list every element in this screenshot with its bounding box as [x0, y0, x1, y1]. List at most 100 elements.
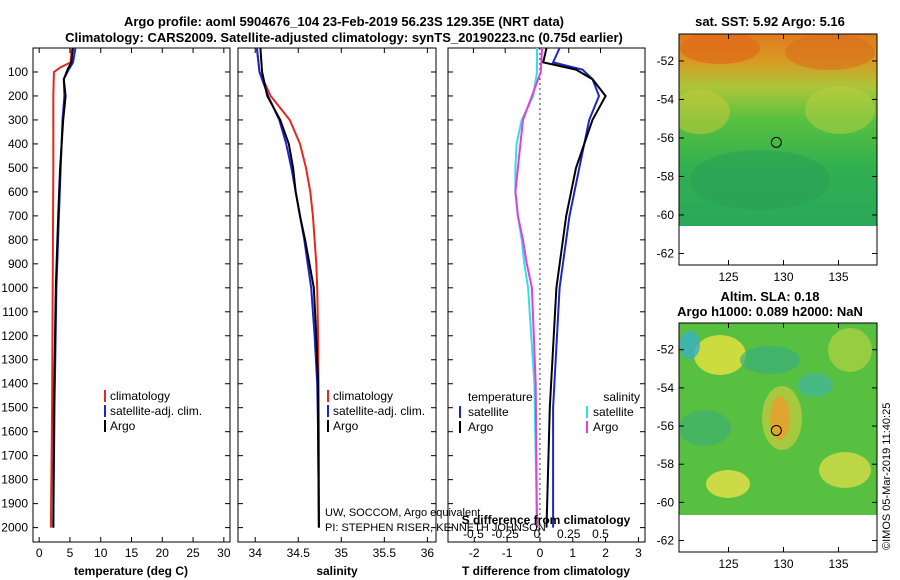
figure-title-line2: Climatology: CARS2009. Satellite-adjuste… — [65, 30, 623, 45]
depth-tick-label: 1900 — [1, 497, 28, 511]
attribution-line2: PI: STEPHEN RISER, KENNETH JOHNSON — [325, 522, 546, 534]
depth-tick-label: 1600 — [1, 425, 28, 439]
depth-tick-label: 1800 — [1, 473, 28, 487]
sla-map-title: Altim. SLA: 0.18 — [721, 289, 820, 304]
salinity-plot: 34 34.5 35 35.5 36 — [249, 48, 435, 560]
legend-label-t-satellite: satellite — [468, 405, 509, 419]
sst-mid-patch — [805, 86, 875, 134]
x-tick-label: 25 — [186, 546, 200, 560]
sla-low-patch — [740, 346, 800, 374]
legend-swatch-climatology — [104, 390, 106, 402]
temperature-xlabel: temperature (deg C) — [74, 564, 188, 578]
map-x-tick-label: 130 — [773, 557, 793, 571]
legend-swatch-climatology — [327, 390, 329, 402]
x-tick-label: 35 — [335, 546, 349, 560]
timestamp-watermark: ©IMOS 05-Mar-2019 11:40:25 — [881, 403, 893, 550]
legend-label-climatology: climatology — [333, 389, 393, 403]
depth-tick-label: 1500 — [1, 401, 28, 415]
depth-tick-label: 1000 — [1, 281, 28, 295]
sla-map-axes: 125 130 135 -52 -54 -56 -58 -60 -62 — [657, 323, 877, 571]
sla-mid-patch — [828, 328, 872, 372]
top-x-tick-label: -0.25 — [492, 527, 520, 541]
temperature-legend: climatology satellite-adj. clim. Argo — [104, 389, 202, 433]
map-y-tick-label: -54 — [657, 381, 675, 395]
sla-high-patch — [762, 386, 802, 450]
map-x-tick-label: 135 — [828, 270, 848, 284]
difference-xlabel: T difference from climatology — [462, 564, 630, 578]
legend-swatch-argo — [327, 420, 329, 432]
depth-tick-label: 1200 — [1, 329, 28, 343]
depth-tick-label: 1300 — [1, 353, 28, 367]
sla-high-patch — [694, 335, 746, 375]
map-x-tick-label: 125 — [718, 557, 738, 571]
argo-float-marker — [770, 424, 782, 436]
x-tick-label: 30 — [217, 546, 231, 560]
series-line-climatology — [255, 48, 320, 528]
difference-plot: -2 -1 0 1 2 3 -0.5 -0.25 0 0.25 0.5 — [463, 48, 642, 560]
x-tick-label: 34 — [249, 546, 263, 560]
x-tick-label: 1 — [569, 546, 576, 560]
salinity-panel-frame — [237, 47, 437, 543]
depth-tick-label: 100 — [8, 65, 28, 79]
map-y-tick-label: -54 — [657, 92, 675, 106]
map-y-tick-label: -52 — [657, 54, 675, 68]
depth-tick-label: 500 — [8, 161, 28, 175]
depth-axis: 100 200 300 400 500 600 700 800 900 1000 1100 1200 1… — [1, 65, 645, 535]
series-line-satellite-adj-clim- — [255, 48, 320, 528]
sst-map-axes: 125 130 135 -52 -54 -56 -58 -60 -62 — [657, 34, 877, 284]
series-line-s-argo — [514, 48, 544, 528]
x-tick-label: 2 — [602, 546, 609, 560]
top-x-tick-label: 0.25 — [557, 527, 581, 541]
sst-map-title: sat. SST: 5.92 Argo: 5.16 — [695, 14, 845, 29]
map-y-tick-label: -56 — [657, 131, 675, 145]
sla-high-patch — [706, 470, 750, 498]
difference-panel-frame — [447, 47, 646, 543]
depth-tick-label: 200 — [8, 89, 28, 103]
legend-swatch-s-satellite — [586, 406, 588, 418]
series-line-argo — [52, 48, 74, 528]
depth-tick-label: 300 — [8, 113, 28, 127]
legend-label-satellite: satellite-adj. clim. — [110, 404, 202, 418]
depth-tick-label: 2000 — [1, 521, 28, 535]
x-tick-label: 5 — [67, 546, 74, 560]
x-tick-label: 36 — [421, 546, 435, 560]
legend-swatch-t-argo — [459, 421, 461, 433]
legend-label-s-satellite: satellite — [593, 405, 634, 419]
legend-label-argo: Argo — [110, 419, 136, 433]
series-line-s-satellite — [514, 48, 538, 528]
difference-top-xlabel: S difference from climatology — [462, 513, 631, 527]
top-x-tick-label: 0.5 — [592, 527, 609, 541]
series-line-t-satellite — [551, 48, 601, 528]
map-y-tick-label: -58 — [657, 457, 675, 471]
map-x-tick-label: 135 — [828, 557, 848, 571]
map-y-tick-label: -60 — [657, 208, 675, 222]
figure-title-line1: Argo profile: aoml 5904676_104 23-Feb-20… — [124, 14, 564, 29]
depth-tick-label: 400 — [8, 137, 28, 151]
x-tick-label: 10 — [94, 546, 108, 560]
depth-tick-label: 1100 — [2, 305, 28, 319]
depth-tick-label: 700 — [8, 209, 28, 223]
sst-cool-patch — [690, 150, 830, 210]
legend-swatch-satellite — [327, 405, 329, 417]
sst-mid-patch — [679, 90, 730, 134]
map-y-tick-label: -56 — [657, 419, 675, 433]
series-lines — [49, 48, 77, 528]
series-lines — [514, 48, 607, 528]
legend-title-salinity: salinity — [603, 390, 640, 404]
salinity-legend: climatology satellite-adj. clim. Argo — [327, 389, 425, 433]
x-tick-label: 0 — [36, 546, 43, 560]
sst-map-image — [679, 34, 877, 265]
sla-map-image — [679, 323, 877, 552]
legend-label-s-argo: Argo — [593, 420, 619, 434]
sla-map-subtitle: Argo h1000: 0.089 h2000: NaN — [677, 304, 863, 319]
depth-tick-label: 1400 — [1, 377, 28, 391]
legend-title-temperature: temperature — [468, 390, 533, 404]
legend-swatch-t-satellite — [459, 406, 461, 418]
x-tick-label: 20 — [156, 546, 170, 560]
series-line-argo — [259, 48, 320, 528]
sla-low-patch — [797, 373, 833, 397]
sst-map-frame — [678, 33, 878, 266]
legend-label-argo: Argo — [333, 419, 359, 433]
sst-warm-patch — [680, 34, 760, 64]
map-y-tick-label: -52 — [657, 343, 675, 357]
